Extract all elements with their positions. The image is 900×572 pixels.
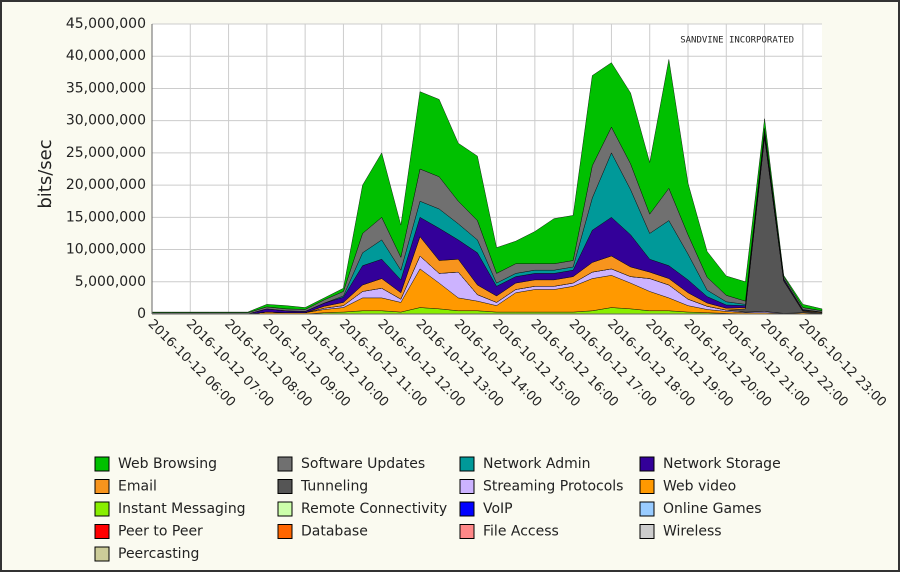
areas: [151, 59, 823, 315]
legend-swatch: [277, 456, 293, 472]
y-tick-label: 30,000,000: [66, 113, 146, 129]
legend: Web Browsing Software Updates Network Admi…: [94, 456, 781, 562]
legend-swatch: [639, 456, 655, 472]
legend-label: Peercasting: [118, 546, 199, 562]
y-tick-label: 0: [137, 306, 146, 322]
legend-swatch: [639, 524, 655, 539]
legend-swatch: [459, 524, 475, 539]
legend-label: Online Games: [663, 501, 762, 517]
legend-label: Database: [301, 524, 368, 540]
legend-swatch: [459, 479, 475, 494]
legend-swatch: [94, 479, 110, 494]
area: [151, 59, 823, 313]
annotation: SANDVINE INCORPORATED: [680, 36, 794, 46]
y-axis-label: bits/sec: [35, 139, 56, 208]
legend-label: Wireless: [663, 524, 722, 540]
legend-label: Software Updates: [301, 456, 425, 472]
legend-label: Network Storage: [663, 456, 781, 472]
y-tick-label: 45,000,000: [66, 16, 146, 32]
legend-swatch: [277, 501, 293, 517]
legend-swatch: [459, 501, 475, 517]
legend-swatch: [639, 501, 655, 517]
legend-label: Web video: [663, 479, 736, 495]
legend-label: Tunneling: [300, 479, 368, 495]
legend-swatch: [94, 524, 110, 539]
legend-swatch: [277, 524, 293, 539]
legend-label: Web Browsing: [118, 456, 217, 472]
legend-label: VoIP: [483, 501, 513, 517]
legend-label: Instant Messaging: [118, 501, 246, 517]
y-tick-label: 35,000,000: [66, 80, 146, 96]
legend-label: Streaming Protocols: [483, 479, 623, 495]
legend-label: Remote Connectivity: [301, 501, 447, 517]
legend-label: Peer to Peer: [118, 524, 203, 540]
legend-label: File Access: [483, 524, 559, 540]
y-tick-label: 15,000,000: [66, 209, 146, 225]
legend-swatch: [94, 501, 110, 517]
y-tick-label: 20,000,000: [66, 177, 146, 193]
legend-swatch: [459, 456, 475, 472]
legend-swatch: [639, 479, 655, 494]
y-tick-label: 5,000,000: [75, 274, 146, 290]
y-tick-label: 40,000,000: [66, 48, 146, 64]
legend-label: Network Admin: [483, 456, 591, 472]
y-tick-label: 25,000,000: [66, 145, 146, 161]
y-tick-label: 10,000,000: [66, 242, 146, 258]
legend-swatch: [94, 546, 110, 562]
legend-swatch: [94, 456, 110, 472]
legend-label: Email: [118, 479, 157, 495]
legend-swatch: [277, 479, 293, 494]
